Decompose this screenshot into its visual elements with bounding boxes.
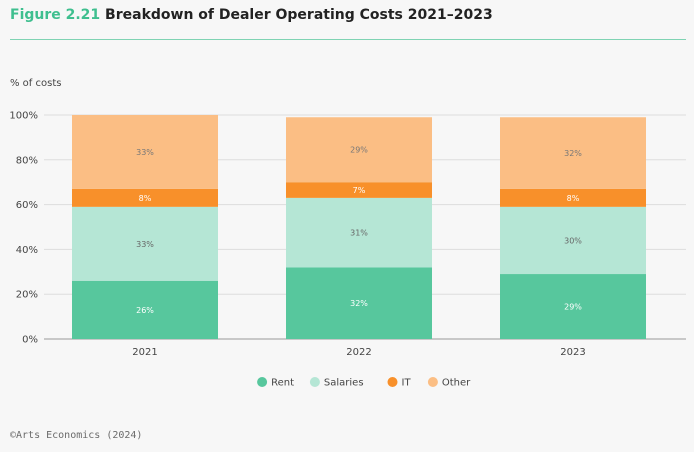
legend-swatch-it <box>387 377 398 387</box>
bar-segment-it-2021 <box>72 188 218 207</box>
data-label: 8% <box>567 194 580 203</box>
figure-number: Figure 2.21 <box>10 7 101 23</box>
y-tick-label: 60% <box>16 200 38 211</box>
bar-segment-rent-2021 <box>72 280 218 339</box>
stacked-bar-chart: % of costs 0% 20% 40% 60% 80% 100% 26% 33% 8% 33% 2… <box>9 78 686 389</box>
bar-segment-it-2022 <box>286 182 432 198</box>
y-axis-title: % of costs <box>10 78 61 89</box>
bar-segment-other-2021 <box>72 115 218 189</box>
data-label: 29% <box>350 146 368 155</box>
bar-segment-rent-2022 <box>286 267 432 339</box>
title-divider <box>10 39 686 40</box>
data-label: 32% <box>350 299 368 308</box>
data-label: 7% <box>353 186 366 195</box>
bar-segment-other-2023 <box>500 117 646 189</box>
bar-segment-salaries-2021 <box>72 206 218 281</box>
data-label: 33% <box>136 240 154 249</box>
bar-segment-rent-2023 <box>500 274 646 339</box>
legend-swatch-rent <box>257 377 268 387</box>
bar-segment-salaries-2022 <box>286 197 432 268</box>
y-tick-label: 0% <box>22 335 38 346</box>
data-label: 31% <box>350 229 368 238</box>
legend-label-rent: Rent <box>271 378 294 389</box>
y-tick-label: 100% <box>9 111 38 122</box>
data-label: 29% <box>564 303 582 312</box>
legend-swatch-other <box>427 377 438 387</box>
legend-label-salaries: Salaries <box>324 378 364 389</box>
bar-segment-it-2023 <box>500 188 646 207</box>
bar-segment-other-2022 <box>286 117 432 183</box>
x-tick-label: 2021 <box>132 347 157 358</box>
data-label: 32% <box>564 149 582 158</box>
legend-label-it: IT <box>402 378 412 389</box>
data-label: 33% <box>136 148 154 157</box>
bar-segment-salaries-2023 <box>500 206 646 275</box>
y-tick-label: 40% <box>16 245 38 256</box>
chart-title: Figure 2.21 Breakdown of Dealer Operatin… <box>10 7 493 23</box>
x-tick-label: 2022 <box>346 347 371 358</box>
source-credit: ©Arts Economics (2024) <box>10 430 143 441</box>
figure-title: Breakdown of Dealer Operating Costs 2021… <box>105 7 493 23</box>
x-tick-label: 2023 <box>560 347 585 358</box>
data-label: 26% <box>136 306 154 315</box>
legend-swatch-salaries <box>309 377 320 387</box>
y-tick-label: 20% <box>16 290 38 301</box>
data-label: 8% <box>139 194 152 203</box>
data-label: 30% <box>564 236 582 245</box>
y-tick-label: 80% <box>16 155 38 166</box>
legend-label-other: Other <box>442 378 471 389</box>
